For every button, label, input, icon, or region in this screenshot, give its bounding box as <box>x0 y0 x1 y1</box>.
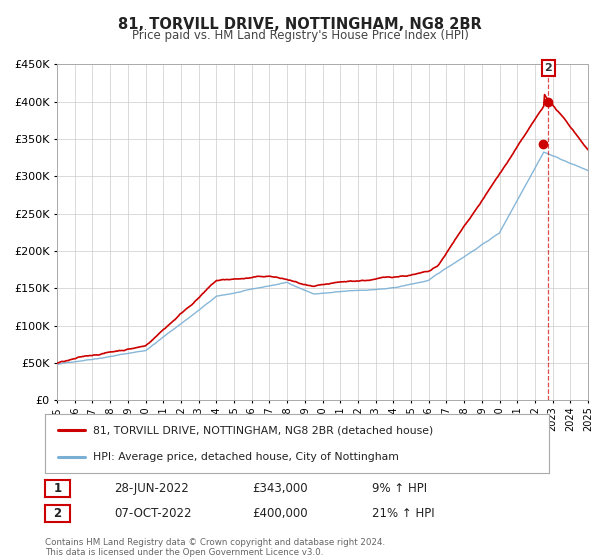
Text: 1: 1 <box>53 482 62 496</box>
Text: £343,000: £343,000 <box>252 482 308 496</box>
Text: HPI: Average price, detached house, City of Nottingham: HPI: Average price, detached house, City… <box>93 452 399 463</box>
Text: 81, TORVILL DRIVE, NOTTINGHAM, NG8 2BR (detached house): 81, TORVILL DRIVE, NOTTINGHAM, NG8 2BR (… <box>93 425 433 435</box>
Text: 81, TORVILL DRIVE, NOTTINGHAM, NG8 2BR: 81, TORVILL DRIVE, NOTTINGHAM, NG8 2BR <box>118 17 482 32</box>
Text: Price paid vs. HM Land Registry's House Price Index (HPI): Price paid vs. HM Land Registry's House … <box>131 29 469 42</box>
Text: 28-JUN-2022: 28-JUN-2022 <box>114 482 189 496</box>
Text: £400,000: £400,000 <box>252 507 308 520</box>
Text: 9% ↑ HPI: 9% ↑ HPI <box>372 482 427 496</box>
Text: 07-OCT-2022: 07-OCT-2022 <box>114 507 191 520</box>
Text: Contains HM Land Registry data © Crown copyright and database right 2024.
This d: Contains HM Land Registry data © Crown c… <box>45 538 385 557</box>
Text: 2: 2 <box>53 507 62 520</box>
Text: 21% ↑ HPI: 21% ↑ HPI <box>372 507 434 520</box>
Text: 2: 2 <box>544 63 552 73</box>
